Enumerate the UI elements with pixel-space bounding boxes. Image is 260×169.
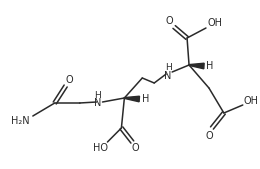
Polygon shape (189, 63, 204, 69)
Text: N: N (165, 71, 172, 81)
Text: O: O (205, 131, 213, 141)
Text: H: H (206, 61, 214, 71)
Text: H₂N: H₂N (11, 116, 29, 126)
Text: OH: OH (243, 96, 258, 106)
Text: H: H (94, 91, 101, 100)
Text: O: O (66, 75, 74, 85)
Text: O: O (165, 16, 173, 26)
Text: O: O (132, 143, 139, 153)
Polygon shape (124, 96, 139, 102)
Text: N: N (94, 98, 101, 108)
Text: OH: OH (207, 18, 222, 28)
Text: H: H (142, 94, 149, 104)
Text: HO: HO (93, 143, 108, 153)
Text: H: H (165, 64, 172, 73)
